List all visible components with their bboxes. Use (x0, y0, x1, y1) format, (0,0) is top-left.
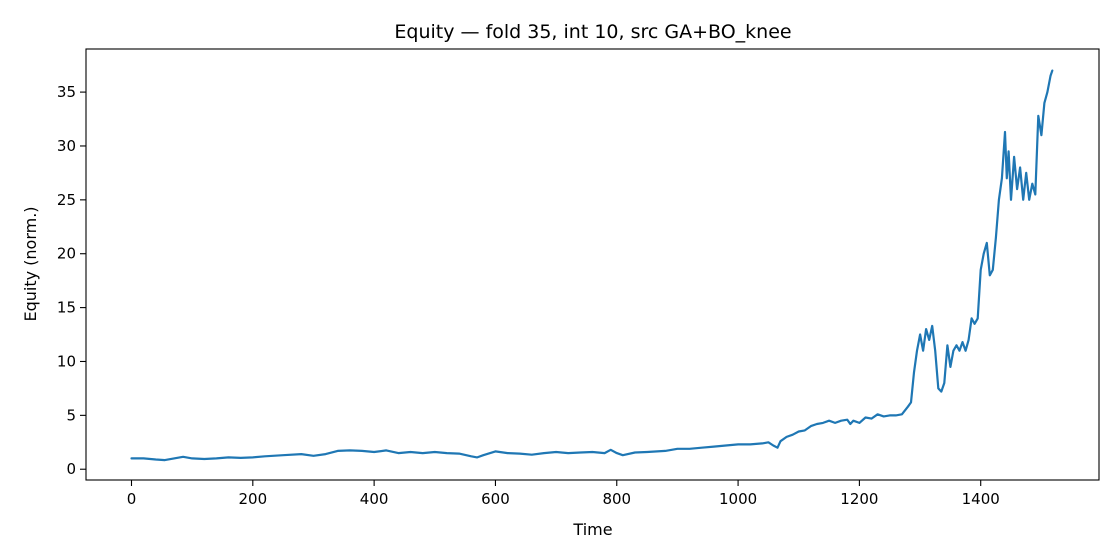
y-tick-label: 0 (66, 460, 76, 478)
x-tick-label: 800 (602, 490, 631, 508)
y-tick-label: 15 (57, 299, 76, 317)
axis-ticks: 0 200 400 600 800 1000 1200 1400 0 5 10 15 20 25 30 35 (57, 83, 1000, 508)
y-tick-label: 25 (57, 191, 76, 209)
y-tick-label: 5 (66, 406, 76, 424)
axes-frame (85, 48, 1100, 481)
y-tick-label: 30 (57, 137, 76, 155)
x-axis-label: Time (572, 520, 612, 539)
plot-area (130, 69, 1054, 462)
chart-title: Equity — fold 35, int 10, src GA+BO_knee (394, 21, 791, 43)
x-tick-label: 1400 (962, 490, 1000, 508)
x-tick-label: 200 (238, 490, 267, 508)
x-tick-label: 1200 (840, 490, 878, 508)
x-tick-label: 400 (360, 490, 389, 508)
x-tick-label: 600 (481, 490, 510, 508)
y-tick-label: 35 (57, 83, 76, 101)
x-tick-label: 1000 (719, 490, 757, 508)
x-tick-label: 0 (127, 490, 137, 508)
y-tick-label: 10 (57, 352, 76, 370)
equity-series-line (130, 69, 1054, 462)
y-axis-label: Equity (norm.) (21, 206, 40, 321)
y-tick-label: 20 (57, 245, 76, 263)
